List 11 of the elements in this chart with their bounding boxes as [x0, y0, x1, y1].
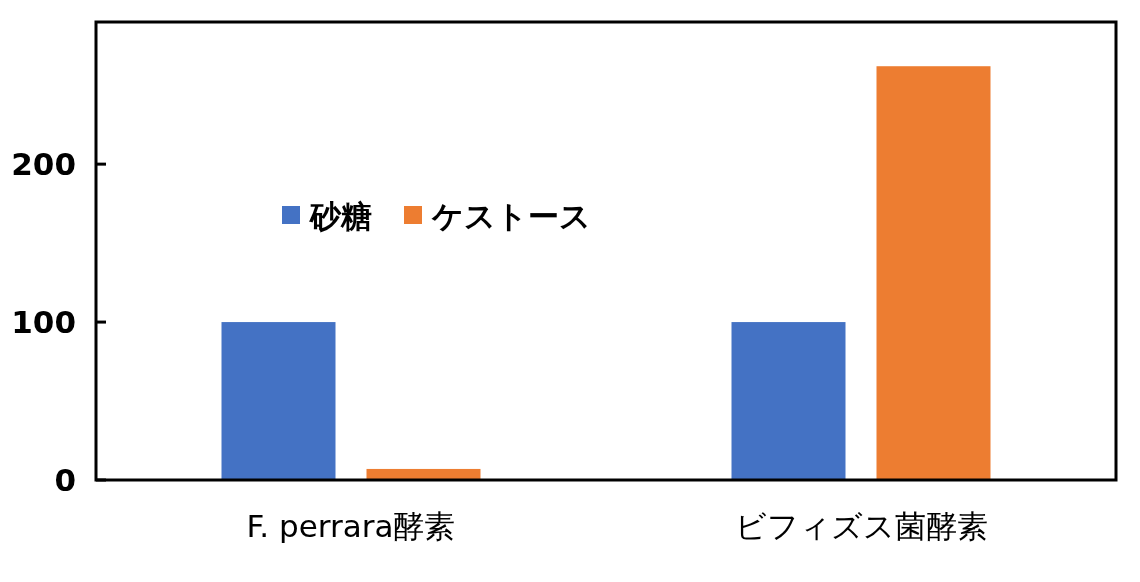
x-tick-label: F. perrara酵素 — [245, 507, 457, 546]
y-tick-label: 100 — [11, 304, 76, 341]
bar — [221, 322, 336, 480]
bar — [366, 468, 481, 480]
y-tick-label: 200 — [11, 146, 76, 183]
bar — [731, 322, 846, 480]
y-tick-label: 0 — [54, 462, 76, 498]
legend-label: 砂糖 — [309, 198, 372, 234]
x-tick-label: ビフィズス菌酵素 — [733, 507, 989, 546]
legend-label: ケストース — [431, 198, 591, 234]
bar — [876, 66, 991, 480]
